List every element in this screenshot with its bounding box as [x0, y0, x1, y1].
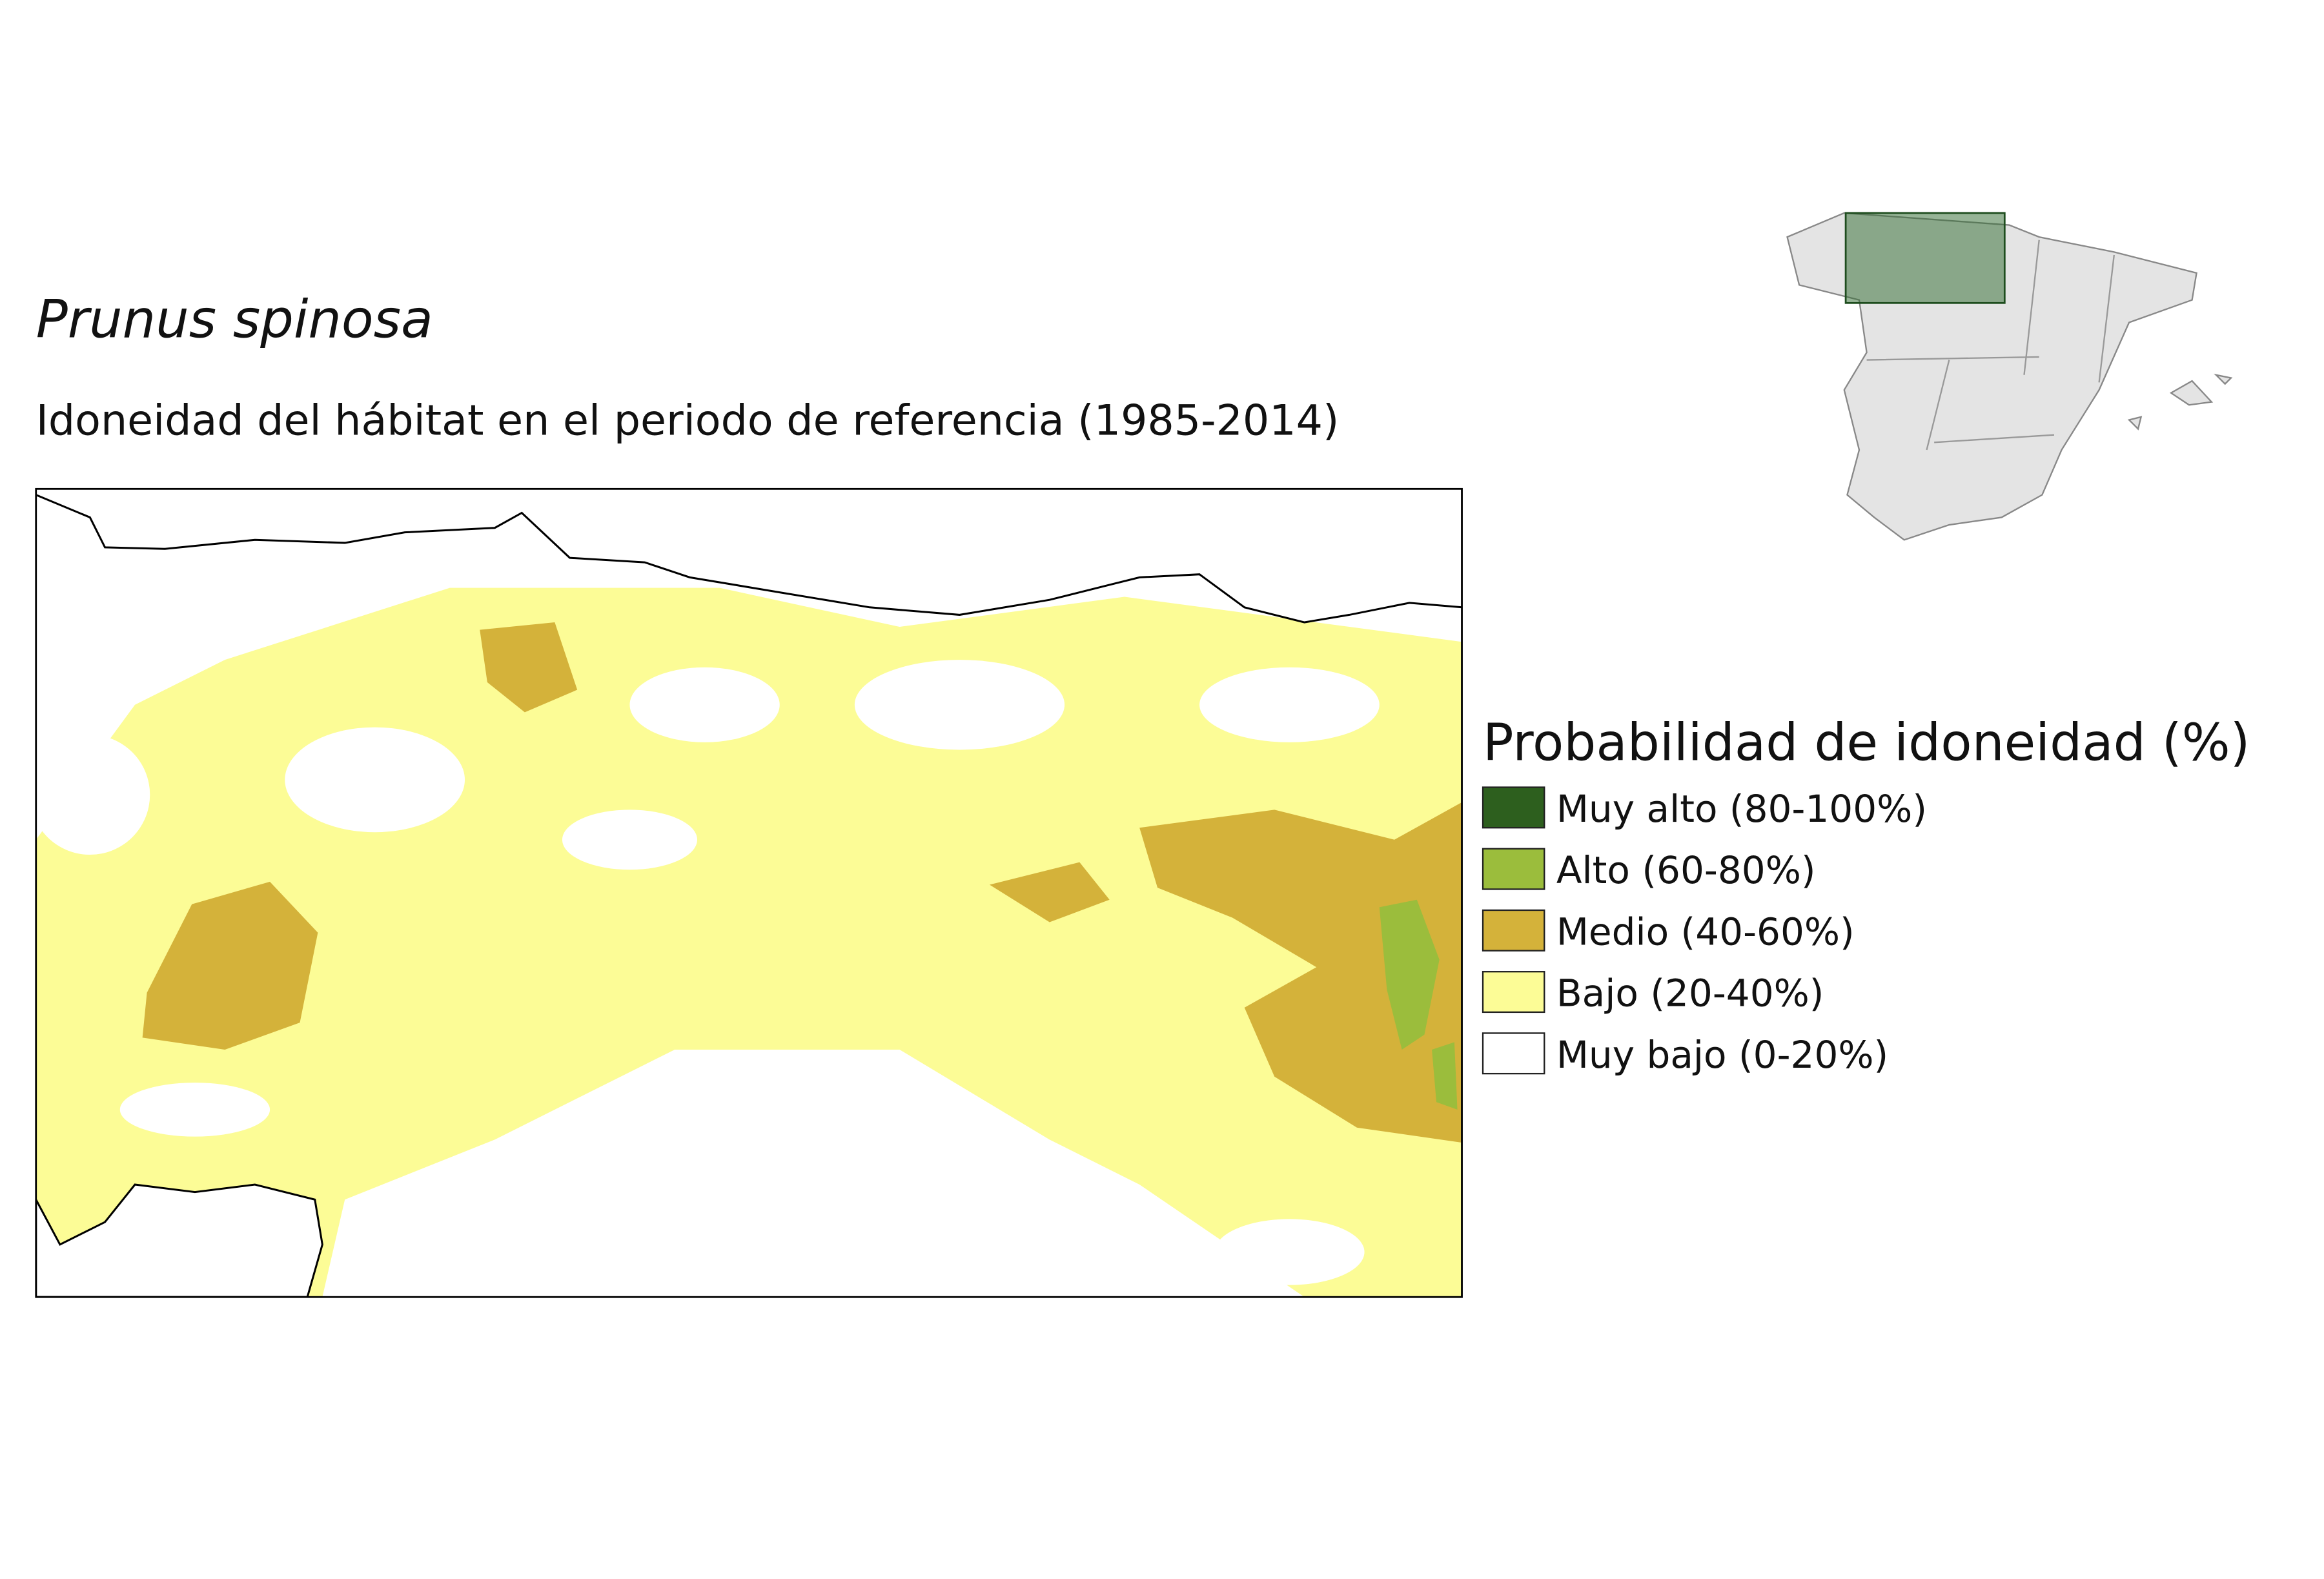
- sea: [36, 489, 1462, 623]
- patch: [119, 1083, 270, 1137]
- legend-label: Muy bajo (0-20%): [1556, 1033, 1888, 1077]
- legend-swatch: [1482, 1032, 1545, 1075]
- very-low-patches: [36, 660, 1380, 1285]
- legend-swatch: [1482, 786, 1545, 829]
- subtitle: Idoneidad del hábitat en el periodo de r…: [36, 397, 1340, 445]
- legend-label: Medio (40-60%): [1556, 910, 1855, 953]
- patch: [480, 622, 578, 713]
- legend-label: Alto (60-80%): [1556, 848, 1816, 892]
- patch: [1139, 802, 1462, 1143]
- legend-title: Probabilidad de idoneidad (%): [1483, 713, 2250, 773]
- patch: [1432, 1042, 1458, 1110]
- legend-swatch: [1482, 848, 1545, 890]
- map-frame: [35, 487, 1463, 1298]
- title: Prunus spinosa: [36, 290, 433, 351]
- legend-label: Muy alto (80-100%): [1556, 787, 1927, 831]
- region-borders: [1866, 239, 2115, 451]
- study-area-box: [1844, 212, 2006, 304]
- legend-swatch: [1482, 971, 1545, 1014]
- patch: [1379, 899, 1440, 1050]
- legend-swatch: [1482, 909, 1545, 952]
- portugal: [36, 1183, 323, 1298]
- medium-suitability-area: [142, 622, 1462, 1143]
- legend-label: Bajo (20-40%): [1556, 972, 1824, 1015]
- legend: Probabilidad de idoneidad (%) Muy alto (…: [1482, 713, 2250, 1077]
- patch: [1214, 1219, 1365, 1285]
- high-suitability-area: [1379, 899, 1458, 1110]
- patch: [989, 862, 1110, 922]
- patch: [629, 667, 780, 742]
- main-map: [36, 489, 1462, 1298]
- patch: [285, 727, 465, 833]
- inset-map: [1786, 212, 2233, 541]
- patch: [36, 735, 150, 855]
- patch: [854, 660, 1065, 750]
- patch: [562, 810, 697, 870]
- patch: [1199, 667, 1380, 742]
- coastline: [36, 494, 1462, 624]
- patch: [142, 881, 318, 1050]
- balearic-islands: [2127, 373, 2233, 431]
